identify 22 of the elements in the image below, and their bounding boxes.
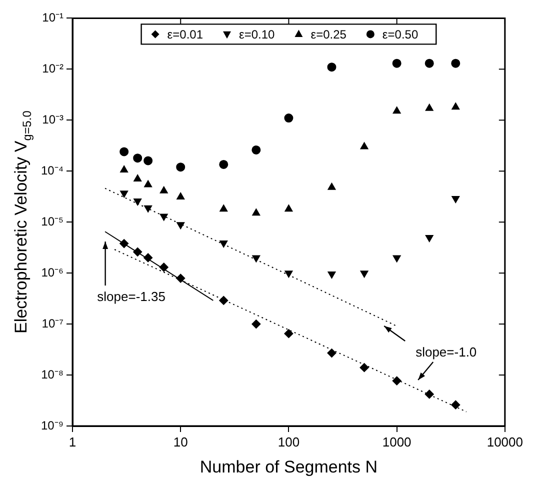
y-tick-label: 10⁻⁹: [41, 418, 64, 432]
x-tick-label: 1: [68, 434, 76, 450]
y-tick-label: 10⁻⁷: [42, 316, 64, 330]
annotation: slope=-1.0: [416, 344, 477, 360]
x-tick-label: 10000: [486, 434, 524, 450]
y-tick-label: 10⁻⁵: [41, 214, 64, 228]
x-tick-label: 1000: [382, 434, 412, 450]
x-tick-label: 100: [278, 434, 300, 450]
legend-label: ε=0.50: [382, 28, 418, 42]
legend-label: ε=0.10: [239, 28, 276, 42]
legend-label: ε=0.01: [167, 28, 204, 42]
annotation: slope=-1.35: [97, 289, 166, 304]
x-axis-title: Number of Segments N: [200, 457, 378, 476]
legend-label: ε=0.25: [310, 28, 347, 42]
y-tick-label: 10⁻⁴: [40, 163, 64, 178]
x-tick-label: 10: [173, 434, 188, 450]
y-tick-label: 10⁻¹: [42, 10, 64, 25]
y-tick-label: 10⁻⁶: [41, 265, 64, 280]
y-axis-title: Electrophoretic Velocity Vg=5.0: [12, 110, 34, 334]
y-tick-label: 10⁻²: [42, 61, 64, 76]
y-tick-label: 10⁻³: [42, 112, 64, 126]
y-tick-label: 10⁻⁸: [41, 367, 64, 382]
